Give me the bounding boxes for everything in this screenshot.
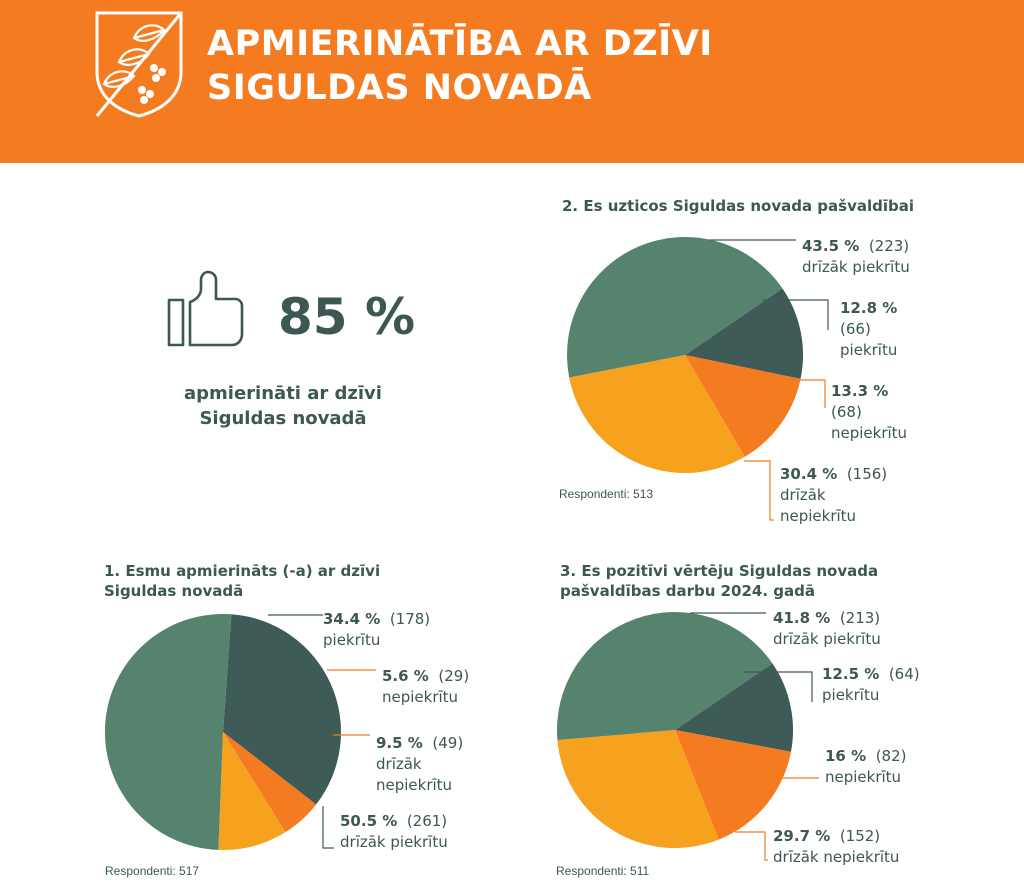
- chart1-label-nepiekritu: 5.6 % (29) nepiekrītu: [382, 666, 469, 708]
- chart1-slice-drīzāk-nepiekrītu: [218, 732, 286, 851]
- chart2-count-piekritu: (66): [840, 320, 871, 338]
- chart1-leader-line: [322, 806, 334, 849]
- chart3-count-drizak-piekritu: (213): [839, 609, 881, 627]
- chart1-pct-drizak-nepiekritu: 9.5 %: [376, 734, 423, 752]
- chart2-label-drizak-nepiekritu: 30.4 % (156) drīzāk nepiekrītu: [780, 464, 890, 527]
- chart1-slice-piekrītu: [223, 614, 342, 805]
- chart3-pct-piekritu: 12.5 %: [822, 665, 880, 683]
- chart3-cat-nepiekritu: nepiekrītu: [825, 768, 902, 786]
- chart3-slice-piekrītu: [675, 663, 794, 752]
- chart1-label-piekritu: 34.4 % (178) piekrītu: [323, 609, 430, 651]
- chart1-label-drizak-nepiekritu: 9.5 % (49) drīzāk nepiekrītu: [376, 733, 486, 796]
- chart3-title-line1: 3. Es pozitīvi vērtēju Siguldas novada: [560, 562, 879, 580]
- chart3-cat-drizak-piekritu: drīzāk piekrītu: [773, 630, 881, 648]
- chart2-pie: [567, 236, 829, 521]
- page-title-line1: APMIERINĀTĪBA AR DZĪVI: [207, 24, 713, 64]
- chart3-pct-nepiekritu: 16 %: [825, 747, 867, 765]
- hero-caption-line2: Siguldas novadā: [199, 408, 367, 429]
- chart1-respondents: Respondenti: 517: [105, 864, 200, 878]
- chart2-title-line1: 2. Es uzticos Siguldas novada pašvaldība…: [562, 197, 915, 215]
- chart2-label-nepiekritu: 13.3 % (68) nepiekrītu: [831, 381, 921, 444]
- chart3-label-piekritu: 12.5 % (64) piekrītu: [822, 664, 920, 706]
- chart3-count-drizak-nepiekritu: (152): [839, 827, 881, 845]
- chart2-cat-nepiekritu: nepiekrītu: [831, 424, 908, 442]
- chart2-pct-drizak-piekritu: 43.5 %: [802, 237, 860, 255]
- chart3-leader-line: [744, 671, 813, 702]
- chart1-cat-drizak-nepiekritu: drīzāk nepiekrītu: [376, 755, 453, 794]
- chart3-title: 3. Es pozitīvi vērtēju Siguldas novada p…: [560, 561, 878, 601]
- chart3-pct-drizak-nepiekritu: 29.7 %: [773, 827, 831, 845]
- chart3-slice-drīzāk-nepiekrītu: [557, 730, 719, 849]
- chart2-slice-nepiekrītu: [685, 355, 801, 457]
- chart3-label-drizak-nepiekritu: 29.7 % (152) drīzāk nepiekrītu: [773, 826, 899, 868]
- chart2-count-drizak-nepiekritu: (156): [846, 465, 888, 483]
- chart1-title-line1: 1. Esmu apmierināts (-a) ar dzīvi: [104, 562, 381, 580]
- chart2-pct-nepiekritu: 13.3 %: [831, 382, 889, 400]
- chart1-count-nepiekritu: (29): [438, 667, 470, 685]
- chart1-slice-drīzāk-piekrītu: [104, 613, 232, 850]
- chart1-count-drizak-nepiekritu: (49): [432, 734, 464, 752]
- chart1-title-line2: Siguldas novadā: [104, 582, 244, 600]
- chart3-count-nepiekritu: (82): [875, 747, 907, 765]
- chart3-slice-nepiekrītu: [675, 730, 791, 840]
- chart1-pct-nepiekritu: 5.6 %: [382, 667, 429, 685]
- chart2-leader-line: [744, 460, 774, 521]
- chart2-label-drizak-piekritu: 43.5 % (223) drīzāk piekrītu: [802, 236, 910, 278]
- chart1-label-drizak-piekritu: 50.5 % (261) drīzāk piekrītu: [340, 811, 448, 853]
- thumbs-up-icon: [167, 270, 244, 347]
- page-title-line2: SIGULDAS NOVADĀ: [207, 68, 592, 108]
- chart1-title: 1. Esmu apmierināts (-a) ar dzīvi Siguld…: [104, 561, 380, 601]
- chart2-leader-line: [762, 299, 829, 330]
- chart2-cat-drizak-piekritu: drīzāk piekrītu: [802, 258, 910, 276]
- chart1-pie: [104, 613, 376, 851]
- chart2-count-drizak-piekritu: (223): [868, 237, 910, 255]
- chart3-cat-piekritu: piekrītu: [822, 686, 880, 704]
- chart3-respondents: Respondenti: 511: [556, 864, 650, 878]
- chart3-leader-line: [735, 831, 768, 861]
- coat-of-arms-icon: [95, 11, 183, 118]
- hero-caption: apmierināti ar dzīvi Siguldas novadā: [178, 381, 388, 431]
- chart2-slice-drīzāk-piekrītu: [567, 236, 783, 378]
- hero-caption-line1: apmierināti ar dzīvi: [184, 383, 382, 404]
- chart2-cat-drizak-nepiekritu: drīzāk nepiekrītu: [780, 486, 857, 525]
- chart2-count-nepiekritu: (68): [831, 403, 862, 421]
- chart2-cat-piekritu: piekrītu: [840, 341, 898, 359]
- chart3-label-drizak-piekritu: 41.8 % (213) drīzāk piekrītu: [773, 608, 881, 650]
- chart2-pct-piekritu: 12.8 %: [840, 299, 898, 317]
- chart2-label-piekritu: 12.8 % (66) piekrītu: [840, 298, 910, 361]
- chart2-leader-line: [793, 379, 826, 408]
- chart1-pct-piekritu: 34.4 %: [323, 610, 381, 628]
- chart1-pct-drizak-piekritu: 50.5 %: [340, 812, 398, 830]
- chart1-count-drizak-piekritu: (261): [406, 812, 448, 830]
- chart1-cat-piekritu: piekrītu: [323, 631, 381, 649]
- chart3-pct-drizak-piekritu: 41.8 %: [773, 609, 831, 627]
- chart3-label-nepiekritu: 16 % (82) nepiekrītu: [825, 746, 906, 788]
- header-banner: APMIERINĀTĪBA AR DZĪVI SIGULDAS NOVADĀ: [0, 0, 1024, 163]
- page-title: APMIERINĀTĪBA AR DZĪVI SIGULDAS NOVADĀ: [207, 22, 713, 110]
- chart3-count-piekritu: (64): [888, 665, 920, 683]
- chart3-slice-drīzāk-piekrītu: [556, 611, 773, 740]
- chart3-cat-drizak-nepiekritu: drīzāk nepiekrītu: [773, 848, 900, 866]
- chart2-title: 2. Es uzticos Siguldas novada pašvaldība…: [562, 196, 914, 216]
- chart2-pct-drizak-nepiekritu: 30.4 %: [780, 465, 838, 483]
- hero-percentage: 85 %: [278, 288, 416, 346]
- chart2-respondents: Respondenti: 513: [559, 487, 654, 501]
- chart2-slice-drīzāk-nepiekrītu: [569, 355, 745, 473]
- chart1-cat-nepiekritu: nepiekrītu: [382, 688, 459, 706]
- chart1-count-piekritu: (178): [389, 610, 431, 628]
- chart3-title-line2: pašvaldības darbu 2024. gadā: [560, 582, 815, 600]
- chart2-slice-piekrītu: [685, 288, 804, 379]
- chart1-cat-drizak-piekritu: drīzāk piekrītu: [340, 833, 448, 851]
- chart1-slice-nepiekrītu: [223, 732, 317, 833]
- chart3-pie: [556, 611, 819, 861]
